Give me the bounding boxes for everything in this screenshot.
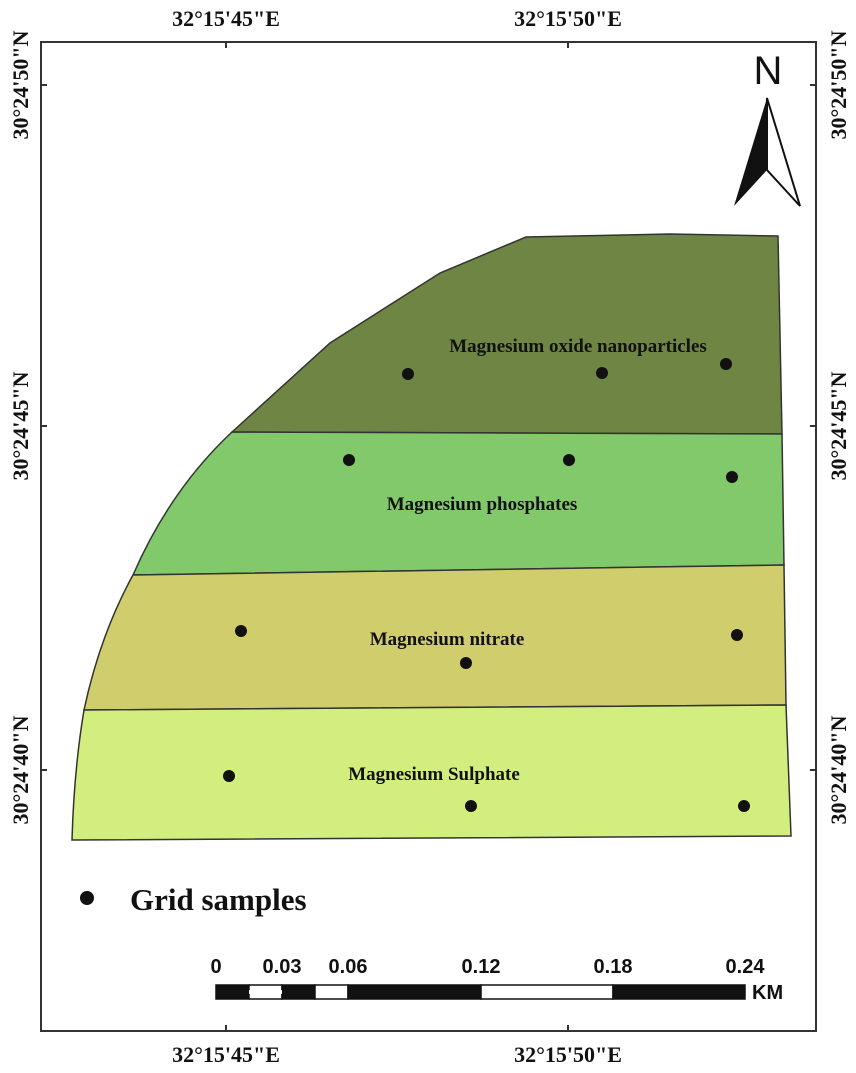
scale-tick-label: 0.24 — [726, 956, 766, 978]
top-lon-label: 32°15'45"E — [172, 6, 280, 31]
sample-point — [596, 367, 608, 379]
sample-point — [343, 454, 355, 466]
zone-label: Magnesium phosphates — [387, 494, 578, 515]
sample-point — [223, 770, 235, 782]
scale-tick-label: 0.18 — [594, 956, 633, 978]
grid-samples — [223, 358, 750, 812]
scale-segment — [215, 984, 250, 1000]
bottom-lon-label: 32°15'50"E — [514, 1042, 622, 1067]
scale-unit: KM — [752, 982, 783, 1004]
sample-point — [726, 471, 738, 483]
right-lat-label: 30°24'50"N — [826, 30, 851, 139]
left-lat-label: 30°24'50"N — [8, 30, 33, 139]
legend: Grid samples — [80, 882, 307, 917]
sample-point — [402, 368, 414, 380]
north-arrow: N — [734, 49, 801, 207]
scale-bar: 0 0.03 0.06 0.12 0.18 0.24 KM — [210, 956, 783, 1004]
top-lon-label: 32°15'50"E — [514, 6, 622, 31]
sample-point — [720, 358, 732, 370]
sample-point — [563, 454, 575, 466]
zone-label: Magnesium nitrate — [370, 629, 525, 650]
scale-segment — [480, 984, 614, 1000]
scale-segment — [314, 984, 349, 1000]
legend-sample-icon — [80, 891, 94, 905]
scale-segment — [281, 984, 316, 1000]
sample-point — [738, 800, 750, 812]
north-arrow-outline-icon — [766, 97, 801, 207]
left-lat-label: 30°24'45"N — [8, 371, 33, 480]
sample-point — [235, 625, 247, 637]
sample-point — [465, 800, 477, 812]
scale-segment — [347, 984, 482, 1000]
right-lat-label: 30°24'45"N — [826, 371, 851, 480]
left-lat-label: 30°24'40"N — [8, 715, 33, 824]
scale-tick-label: 0.12 — [462, 956, 501, 978]
scale-tick-label: 0 — [210, 956, 221, 978]
right-lat-label: 30°24'40"N — [826, 715, 851, 824]
bottom-lon-label: 32°15'45"E — [172, 1042, 280, 1067]
legend-label: Grid samples — [130, 882, 307, 917]
scale-tick-label: 0.03 — [263, 956, 302, 978]
sample-point — [731, 629, 743, 641]
zone-label: Magnesium oxide nanoparticles — [449, 336, 707, 357]
sample-point — [460, 657, 472, 669]
zone-magnesium-oxide-nanoparticles — [230, 233, 783, 435]
north-arrow-icon — [734, 98, 767, 206]
scale-tick-label: 0.06 — [329, 956, 368, 978]
zone-magnesium-sulphate — [71, 704, 792, 841]
zone-label: Magnesium Sulphate — [348, 764, 520, 785]
axis-ticks — [41, 42, 816, 1031]
scale-inner-line — [249, 990, 282, 994]
north-label: N — [754, 49, 783, 93]
scale-segment — [612, 984, 746, 1000]
